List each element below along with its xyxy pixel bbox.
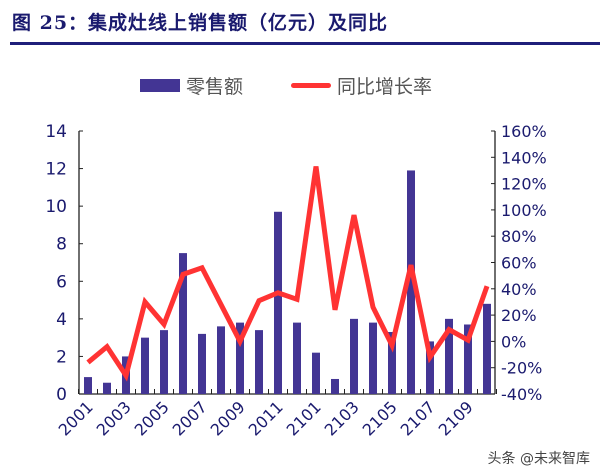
bar-2004 [141,337,149,394]
left-tick-label: 2 [56,347,67,367]
x-tick-label: 2007 [169,397,211,439]
right-tick-label: 60% [501,254,537,273]
x-tick-label: 2101 [283,397,325,439]
bar-2102 [331,378,339,394]
left-tick-label: 0 [56,385,67,405]
legend-label-retail: 零售额 [186,76,244,98]
bar-2009 [236,322,244,394]
x-tick-label: 2009 [207,397,249,439]
bar-2103 [350,318,358,394]
watermark: 头条 @未来智库 [487,451,590,467]
right-tick-label: 0% [501,332,526,351]
legend-swatch-line [291,83,332,88]
x-tick-label: 2105 [359,397,401,439]
right-tick-label: 40% [501,280,537,299]
x-tick-label: 2003 [93,397,135,439]
legend: 零售额 同比增长率 [140,72,432,99]
bar-2008 [217,326,225,394]
bar-2105 [388,332,396,394]
left-tick-label: 10 [45,197,67,217]
bar-2109 [464,324,472,394]
left-tick-label: 8 [56,235,67,255]
left-tick-label: 14 [45,122,67,142]
bar-2110 [483,303,491,394]
bar-2002 [103,382,111,394]
x-tick-label: 2107 [397,397,439,439]
right-tick-label: -40% [501,385,542,404]
bar-2012 [293,322,301,394]
title-divider [10,42,600,45]
bar-2106 [407,170,415,394]
x-tick-label: 2109 [435,397,477,439]
right-tick-label: 160% [501,122,547,141]
x-tick-label: 2011 [245,397,287,439]
right-tick-label: 100% [501,201,547,220]
right-tick-label: -20% [501,359,542,378]
bar-2001 [84,377,92,394]
left-tick-label: 6 [56,272,67,292]
bar-2007 [198,333,206,394]
x-tick-label: 2103 [321,397,363,439]
bar-2010 [255,330,263,394]
legend-swatch-bar [140,79,180,92]
bar-2108 [445,318,453,394]
left-tick-label: 4 [56,310,67,330]
right-tick-label: 140% [501,148,547,167]
bar-2005 [160,330,168,394]
right-tick-label: 120% [501,175,547,194]
right-tick-label: 80% [501,227,537,246]
yoy-line [86,166,490,382]
legend-label-yoy: 同比增长率 [337,76,433,98]
right-tick-label: 20% [501,306,537,325]
bar-2104 [369,322,377,394]
x-tick-label: 2005 [131,397,173,439]
bar-2006 [179,253,187,394]
left-tick-label: 12 [45,160,67,180]
bar-2011 [274,211,282,394]
bar-2107 [426,341,434,394]
bar-2101 [312,352,320,394]
chart-title: 图 25：集成灶线上销售额（亿元）及同比 [12,12,389,34]
